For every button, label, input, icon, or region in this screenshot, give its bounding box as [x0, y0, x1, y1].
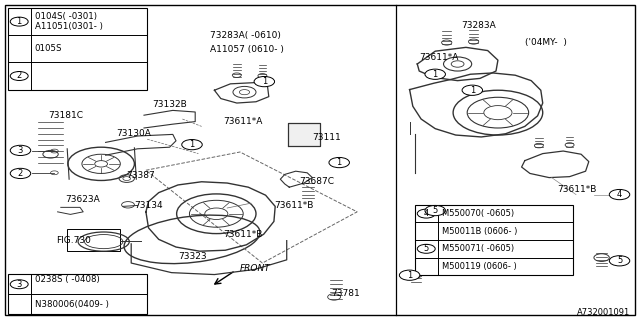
Text: 73387: 73387: [126, 171, 155, 180]
Text: 73283A: 73283A: [461, 21, 495, 30]
Circle shape: [399, 270, 420, 280]
Text: 0104S( -0301): 0104S( -0301): [35, 12, 97, 21]
Circle shape: [182, 140, 202, 150]
Text: 73611*B: 73611*B: [223, 230, 262, 239]
Text: 73283A( -0610): 73283A( -0610): [210, 31, 281, 40]
Text: 73111: 73111: [312, 133, 341, 142]
Text: 73611*B: 73611*B: [274, 201, 314, 210]
Text: 73611*B: 73611*B: [557, 185, 596, 194]
Text: A11057 (0610- ): A11057 (0610- ): [210, 45, 284, 54]
Text: 2: 2: [17, 71, 22, 81]
Bar: [288, 123, 320, 146]
Text: A732001091: A732001091: [577, 308, 630, 317]
Bar: [67, 229, 120, 251]
Text: 2: 2: [18, 169, 23, 178]
Circle shape: [329, 157, 349, 168]
Text: 4: 4: [424, 209, 429, 218]
Circle shape: [10, 71, 28, 80]
Text: 73687C: 73687C: [300, 177, 335, 186]
Text: 73611*A: 73611*A: [419, 53, 459, 62]
Circle shape: [425, 69, 445, 79]
Text: 0105S: 0105S: [35, 44, 62, 53]
Text: 1: 1: [470, 86, 475, 95]
Text: M50011B (0606- ): M50011B (0606- ): [442, 227, 517, 236]
Text: 5: 5: [433, 206, 438, 215]
Text: M550070( -0605): M550070( -0605): [442, 209, 514, 218]
Text: FRONT: FRONT: [240, 264, 271, 273]
Text: 73130A: 73130A: [116, 129, 151, 138]
Text: 1: 1: [262, 77, 267, 86]
Text: 5: 5: [617, 256, 622, 265]
Text: A11051(0301- ): A11051(0301- ): [35, 22, 102, 31]
Text: 1: 1: [433, 70, 438, 79]
Bar: [8, 8, 147, 90]
Circle shape: [609, 189, 630, 200]
Text: 73134: 73134: [134, 201, 163, 210]
Text: M500119 (0606- ): M500119 (0606- ): [442, 262, 516, 271]
Circle shape: [10, 280, 28, 289]
Text: 73323: 73323: [178, 252, 207, 261]
Text: 73611*A: 73611*A: [223, 117, 262, 126]
Circle shape: [609, 256, 630, 266]
Circle shape: [417, 244, 435, 253]
Circle shape: [462, 85, 483, 95]
Text: 1: 1: [189, 140, 195, 149]
Text: FIG.730: FIG.730: [56, 236, 91, 245]
Text: 3: 3: [18, 146, 23, 155]
Bar: [8, 274, 147, 314]
Text: 73781: 73781: [332, 289, 360, 298]
Text: 73132B: 73132B: [152, 100, 187, 109]
Text: M550071( -0605): M550071( -0605): [442, 244, 514, 253]
Text: 0238S ( -0408): 0238S ( -0408): [35, 275, 99, 284]
Text: 4: 4: [617, 190, 622, 199]
Text: 5: 5: [424, 244, 429, 253]
Circle shape: [254, 76, 275, 87]
Circle shape: [10, 168, 31, 179]
Bar: [415, 205, 573, 275]
Text: 3: 3: [17, 280, 22, 289]
Circle shape: [10, 145, 31, 156]
Text: 73623A: 73623A: [65, 195, 100, 204]
Text: 1: 1: [407, 271, 412, 280]
Circle shape: [417, 209, 435, 218]
Circle shape: [10, 17, 28, 26]
Text: 1: 1: [17, 17, 22, 26]
Text: 1: 1: [337, 158, 342, 167]
Text: N380006(0409- ): N380006(0409- ): [35, 300, 108, 309]
Text: ('04MY-  ): ('04MY- ): [525, 38, 566, 47]
Text: 73181C: 73181C: [48, 111, 83, 120]
Circle shape: [425, 205, 445, 216]
